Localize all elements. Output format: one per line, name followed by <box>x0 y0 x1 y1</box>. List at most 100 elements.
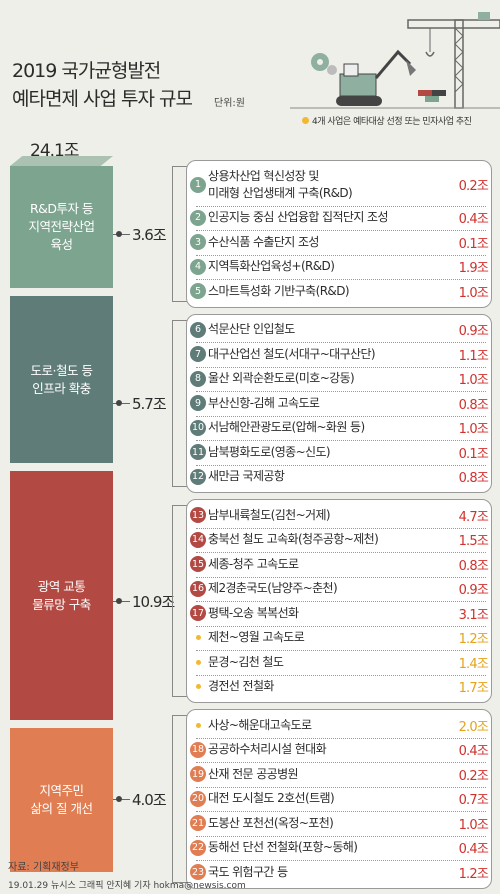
item-separator <box>196 762 486 763</box>
category-amount: 5.7조 <box>130 393 168 415</box>
item-name: 세종-청주 고속도로 <box>208 556 299 571</box>
list-item: 12 새만금 국제공항 0.8조 <box>190 465 489 490</box>
item-number-badge: 23 <box>190 864 206 881</box>
list-item: 15 세종-청주 고속도로 0.8조 <box>190 552 489 577</box>
bar-segment-label: 광역 교통 물류망 구축 <box>32 578 91 612</box>
item-separator <box>196 527 486 529</box>
item-separator <box>196 230 486 231</box>
item-separator <box>196 464 486 466</box>
connector-line <box>113 233 133 235</box>
yellow-bullet-icon <box>190 635 206 641</box>
source-text: 자료: 기획재정부 <box>8 862 79 873</box>
item-value: 0.2조 <box>458 179 489 195</box>
connector-dot-icon <box>116 230 122 237</box>
bar-cap <box>10 156 113 166</box>
item-name: 사상~해운대고속도로 <box>208 717 312 732</box>
item-value: 1.9조 <box>458 261 489 277</box>
list-item: 14 충북선 철도 고속화(청주공항~제천) 1.5조 <box>190 528 489 553</box>
legend-note: 4개 사업은 예타대상 선정 또는 민자사업 추진 <box>312 117 472 127</box>
item-name: 새만금 국제공항 <box>208 469 285 484</box>
item-number-badge: 14 <box>190 531 206 548</box>
item-value: 0.9조 <box>458 583 489 599</box>
item-value: 1.7조 <box>458 681 489 697</box>
item-number-badge: 10 <box>190 419 206 436</box>
bar-segment: 도로·철도 등 인프라 확충 <box>10 296 113 463</box>
list-item: 6 석문산단 인입철도 0.9조 <box>190 318 489 343</box>
item-name: 문경~김천 철도 <box>208 654 284 669</box>
connector-line <box>113 798 133 800</box>
item-value: 0.4조 <box>458 744 489 760</box>
item-name: 수산식품 수출단지 조성 <box>208 234 319 249</box>
unit-label: 단위:원 <box>214 98 245 109</box>
item-number-badge: 1 <box>190 176 206 193</box>
item-number-badge: 7 <box>190 346 206 363</box>
credit-text: 19.01.29 뉴시스 그래픽 안지혜 기자 hokma@newsis.com <box>8 881 246 891</box>
item-number-badge: 11 <box>190 444 206 461</box>
item-number-badge: 21 <box>190 815 206 832</box>
item-separator <box>196 391 486 392</box>
list-item: 18 공공하수처리시설 현대화 0.4조 <box>190 738 489 763</box>
list-item: 19 산재 전문 공공병원 0.2조 <box>190 762 489 787</box>
list-item: 2 인공지능 중심 산업융합 집적단지 조성 0.4조 <box>190 206 489 231</box>
item-value: 1.2조 <box>458 866 489 882</box>
list-item: 8 울산 외곽순환도로(미호~강동) 1.0조 <box>190 367 489 392</box>
item-name: 국도 위험구간 등 <box>208 864 288 879</box>
item-separator <box>196 786 486 788</box>
item-number-badge: 12 <box>190 468 206 485</box>
connector-dot-icon <box>116 795 122 802</box>
list-item: 16 제2경춘국도(남양주~춘천) 0.9조 <box>190 577 489 602</box>
item-number-badge: 9 <box>190 395 206 412</box>
item-value: 0.8조 <box>458 558 489 574</box>
category-box <box>186 313 492 493</box>
item-name: 울산 외곽순환도로(미호~강동) <box>208 371 355 386</box>
item-number-badge: 13 <box>190 507 206 524</box>
list-item: 11 남북평화도로(영종~신도) 0.1조 <box>190 440 489 465</box>
item-value: 1.5조 <box>458 534 489 550</box>
item-name: 제천~영월 고속도로 <box>208 630 305 645</box>
item-name: 평택-오송 복복선화 <box>208 605 299 620</box>
item-separator <box>196 366 486 368</box>
item-value: 0.9조 <box>458 324 489 340</box>
item-separator <box>196 860 486 861</box>
bar-segment-label: R&D투자 등 지역전략산업 육성 <box>28 201 95 252</box>
bracket-line <box>172 505 190 697</box>
item-value: 1.1조 <box>458 348 489 364</box>
connector-dot-icon <box>116 400 122 407</box>
list-item: 문경~김천 철도 1.4조 <box>190 650 489 675</box>
bar-segment-label: 도로·철도 등 인프라 확충 <box>30 362 93 396</box>
item-number-badge: 5 <box>190 283 206 300</box>
bar-segment: R&D투자 등 지역전략산업 육성 <box>10 166 113 288</box>
item-separator <box>196 650 486 651</box>
list-item: 9 부산신항-김해 고속도로 0.8조 <box>190 391 489 416</box>
list-item: 22 동해선 단선 전철화(포항~동해) 0.4조 <box>190 836 489 861</box>
item-separator <box>196 415 486 417</box>
category-amount: 10.9조 <box>130 591 177 612</box>
bracket-line <box>172 715 190 883</box>
item-value: 0.4조 <box>458 212 489 228</box>
item-value: 1.0조 <box>458 373 489 389</box>
item-name: 대전 도시철도 2호선(트램) <box>208 791 335 806</box>
bar-segment-label: 지역주민 삶의 질 개선 <box>30 783 93 816</box>
list-item: 10 서남해안관광도로(압해~화원 등) 1.0조 <box>190 416 489 441</box>
item-name: 도봉산 포천선(옥정~포천) <box>208 815 334 830</box>
list-item: 4 지역특화산업육성+(R&D) 1.9조 <box>190 255 489 280</box>
item-separator <box>196 342 486 343</box>
list-item: 7 대구산업선 철도(서대구~대구산단) 1.1조 <box>190 342 489 367</box>
item-value: 0.7조 <box>458 793 489 809</box>
item-name: 제2경춘국도(남양주~춘천) <box>208 581 338 596</box>
item-number-badge: 8 <box>190 370 206 387</box>
item-number-badge: 2 <box>190 209 206 226</box>
item-value: 1.4조 <box>458 656 489 672</box>
item-value: 0.1조 <box>458 446 489 462</box>
yellow-bullet-icon <box>190 722 206 728</box>
bracket-line <box>172 319 190 487</box>
item-name: 대구산업선 철도(서대구~대구산단) <box>208 346 376 361</box>
page-title-line1: 2019 국가균형발전 <box>12 60 161 82</box>
item-name: 충북선 철도 고속화(청주공항~제천) <box>208 532 379 547</box>
item-separator <box>196 576 486 578</box>
item-separator <box>196 552 486 553</box>
item-name: 서남해안관광도로(압해~화원 등) <box>208 420 365 435</box>
item-name: 상용차산업 혁신성장 및 미래형 산업생태계 구축(R&D) <box>208 168 353 200</box>
item-name: 남북평화도로(영종~신도) <box>208 444 331 459</box>
connector-dot-icon <box>116 598 122 604</box>
